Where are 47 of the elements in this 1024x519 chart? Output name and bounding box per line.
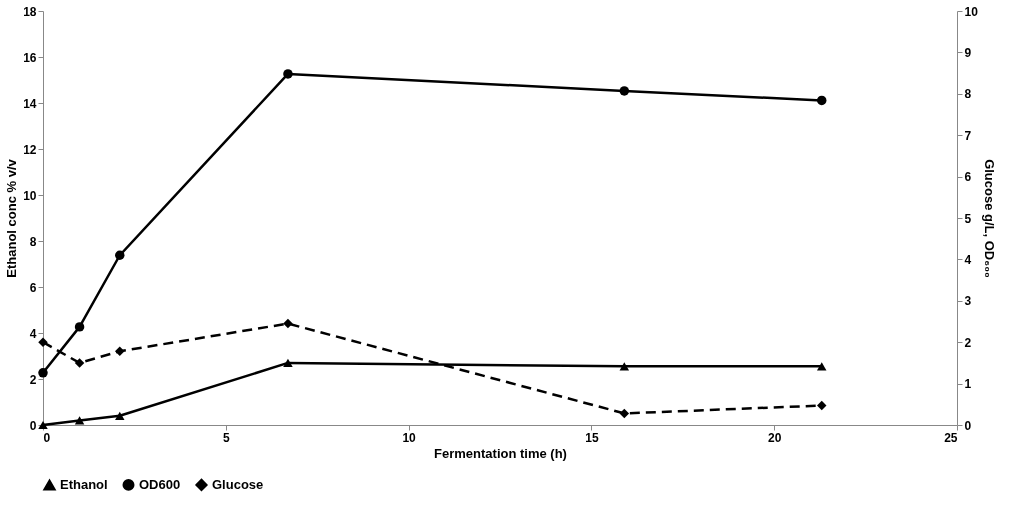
y-tick-label: 12 — [23, 142, 37, 157]
y2-tick-label: 0 — [964, 418, 972, 433]
point — [115, 411, 125, 420]
y2-axis-title: Glucose g/L, OD₆₀₀ — [981, 159, 997, 279]
x-tick-label: 15 — [585, 430, 599, 445]
y-tick-label: 10 — [23, 188, 37, 203]
point — [816, 400, 827, 411]
point — [283, 358, 293, 368]
point — [619, 408, 630, 419]
y2-tick-label: 7 — [964, 128, 972, 143]
y2-tick-label: 4 — [964, 252, 972, 267]
point — [283, 318, 293, 329]
y-tick-label: 14 — [23, 96, 37, 111]
point — [74, 322, 85, 332]
y-tick-label: 8 — [29, 234, 37, 249]
legend-label: Ethanol — [60, 477, 108, 493]
y-axis-title: Ethanol conc % v/v — [4, 158, 20, 278]
y2-tick-label: 5 — [964, 211, 972, 226]
y-tick-label: 18 — [23, 4, 37, 19]
point — [74, 416, 85, 425]
y2-tick-label: 8 — [964, 87, 972, 102]
y2-tick-label: 1 — [964, 377, 972, 392]
y-tick-label: 0 — [29, 418, 37, 433]
y2-tick-label: 2 — [964, 335, 972, 350]
point — [74, 358, 85, 368]
point — [38, 368, 48, 378]
point — [619, 86, 630, 96]
y2-tick-label: 6 — [964, 170, 972, 185]
y-tick-label: 6 — [29, 280, 37, 295]
x-axis-title: Fermentation time (h) — [434, 445, 567, 461]
point — [816, 95, 827, 106]
x-tick-label: 5 — [222, 430, 230, 445]
x-tick-label: 0 — [43, 430, 51, 445]
y2-tick-label: 9 — [964, 45, 972, 60]
legend-label: OD600 — [139, 476, 181, 492]
y-tick-label: 16 — [23, 50, 37, 65]
y2-tick-label: 10 — [964, 4, 979, 19]
y2-tick-label: 3 — [964, 294, 972, 309]
x-tick-label: 10 — [402, 430, 417, 445]
x-tick-label: 25 — [944, 430, 958, 445]
y-tick-label: 2 — [29, 372, 37, 387]
point — [283, 69, 293, 79]
y-tick-label: 4 — [29, 326, 37, 341]
x-tick-label: 20 — [768, 430, 782, 445]
legend-label: Glucose — [212, 476, 264, 492]
point — [115, 346, 125, 357]
point — [115, 250, 125, 260]
